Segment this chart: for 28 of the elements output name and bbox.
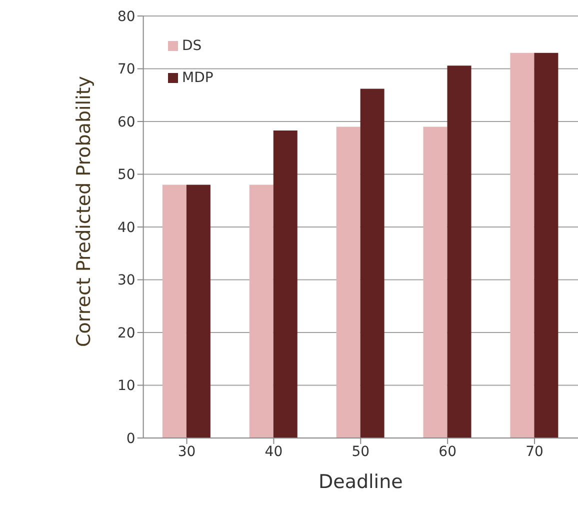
y-tick-label: 60 [117,114,136,130]
y-axis-title: Correct Predicted Probability [73,76,96,347]
bar [186,184,210,438]
bar [162,184,186,438]
x-tick-label: 30 [178,444,196,460]
y-tick-label: 30 [117,272,136,289]
bar [447,66,472,438]
y-tick-label: 0 [126,430,136,447]
bar [249,184,274,438]
y-tick-label: 80 [117,8,136,25]
bar [423,126,448,438]
x-tick-label: 50 [352,444,370,460]
legend-label: DS [182,38,202,54]
bar [273,130,298,438]
bar [336,126,360,438]
x-tick-label: 40 [264,444,283,460]
y-tick-label: 40 [117,220,136,236]
bar [534,52,558,438]
x-tick-label: 70 [526,444,544,460]
y-tick-label: 70 [117,62,136,78]
legend-label: MDP [182,70,214,86]
x-tick-label: 60 [438,444,457,460]
bar [360,88,384,438]
y-tick-label: 50 [117,167,136,184]
y-tick-label: 10 [117,378,136,394]
y-tick-label: 20 [117,325,136,342]
bar [510,52,534,438]
x-axis-title: Deadline [318,471,403,493]
